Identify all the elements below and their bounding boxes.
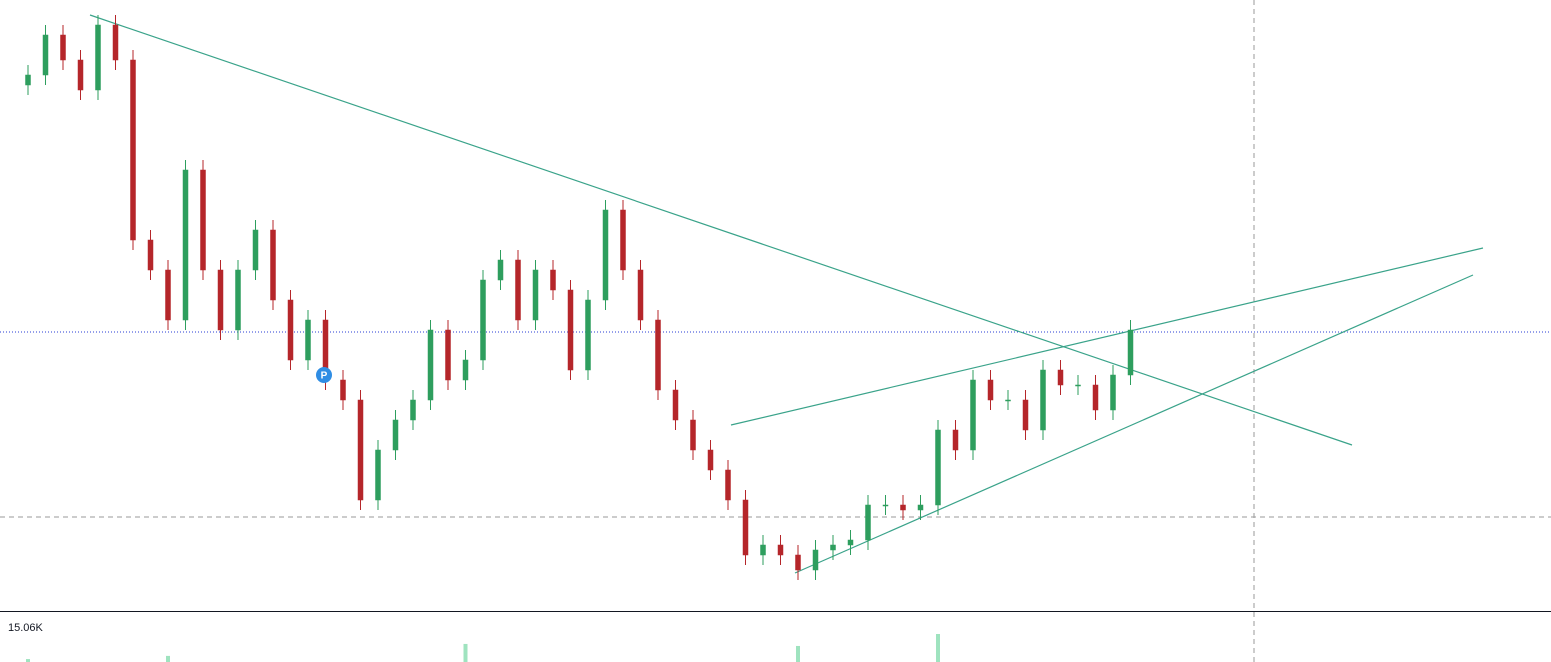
candle-body	[742, 499, 749, 556]
candle-body	[462, 359, 469, 381]
candle-body	[725, 469, 731, 501]
candle-body	[917, 504, 924, 511]
candle-body	[532, 269, 539, 321]
candle-body	[707, 449, 714, 471]
candle-body	[392, 419, 399, 451]
candle-body	[882, 504, 889, 507]
volume-bar	[936, 634, 940, 662]
candle-body	[480, 279, 486, 361]
candle-body	[427, 329, 434, 401]
trend-line	[730, 247, 1484, 426]
candle-body	[777, 544, 784, 556]
candle-body	[497, 259, 504, 281]
candle-body	[970, 379, 976, 451]
candle-body	[515, 259, 521, 321]
candle-body	[60, 34, 66, 61]
candle-body	[585, 299, 591, 371]
candle-body	[900, 504, 906, 511]
candle-body	[620, 209, 626, 271]
candle-body	[77, 59, 84, 91]
candle-body	[252, 229, 259, 271]
candle-body	[410, 399, 416, 421]
candle-body	[130, 59, 136, 241]
candle-body	[637, 269, 644, 321]
candle-body	[935, 429, 941, 506]
candle-body	[235, 269, 241, 331]
candle-body	[812, 549, 819, 571]
candle-body	[270, 229, 276, 301]
candle-body	[445, 329, 451, 381]
candle-body	[1022, 399, 1029, 431]
candle-body	[165, 269, 171, 321]
candle-body	[112, 24, 119, 61]
volume-bar	[26, 659, 30, 662]
candle-body	[182, 169, 189, 321]
candle-body	[305, 319, 311, 361]
marker[interactable]	[316, 367, 332, 383]
candle-body	[847, 539, 854, 546]
marker-icon[interactable]: P	[321, 371, 328, 382]
candle-body	[217, 269, 224, 331]
trend-line	[89, 14, 1353, 446]
candle-body	[1075, 384, 1081, 387]
candle-body	[987, 379, 994, 401]
candles	[25, 15, 1134, 580]
candle-body	[1057, 369, 1064, 386]
candle-body	[550, 269, 556, 291]
candle-body	[760, 544, 766, 556]
trend-line	[794, 274, 1474, 574]
candle-body	[655, 319, 661, 391]
candle-body	[602, 209, 609, 301]
candle-body	[1005, 399, 1011, 402]
candle-body	[865, 504, 871, 541]
candle-body	[25, 74, 31, 86]
candle-body	[42, 34, 49, 76]
candle-body	[357, 399, 364, 501]
candle-body	[795, 554, 801, 571]
candle-body	[95, 24, 101, 91]
candle-body	[375, 449, 381, 501]
candle-body	[567, 289, 574, 371]
candle-body	[1092, 384, 1099, 411]
candle-body	[672, 389, 679, 421]
candle-body	[830, 544, 836, 551]
candle-body	[147, 239, 154, 271]
candle-body	[340, 379, 346, 401]
candle-body	[952, 429, 959, 451]
candle-body	[1040, 369, 1046, 431]
trend-lines	[89, 14, 1484, 574]
candle-body	[287, 299, 294, 361]
candle-body	[1127, 329, 1134, 376]
candle-body	[200, 169, 206, 271]
volume-bar	[166, 655, 170, 662]
volume-bar	[463, 643, 468, 662]
candle-body	[1110, 374, 1116, 411]
volume-scale-label: 15.06K	[8, 622, 44, 634]
candle-body	[690, 419, 696, 451]
volume-bar	[796, 645, 800, 662]
